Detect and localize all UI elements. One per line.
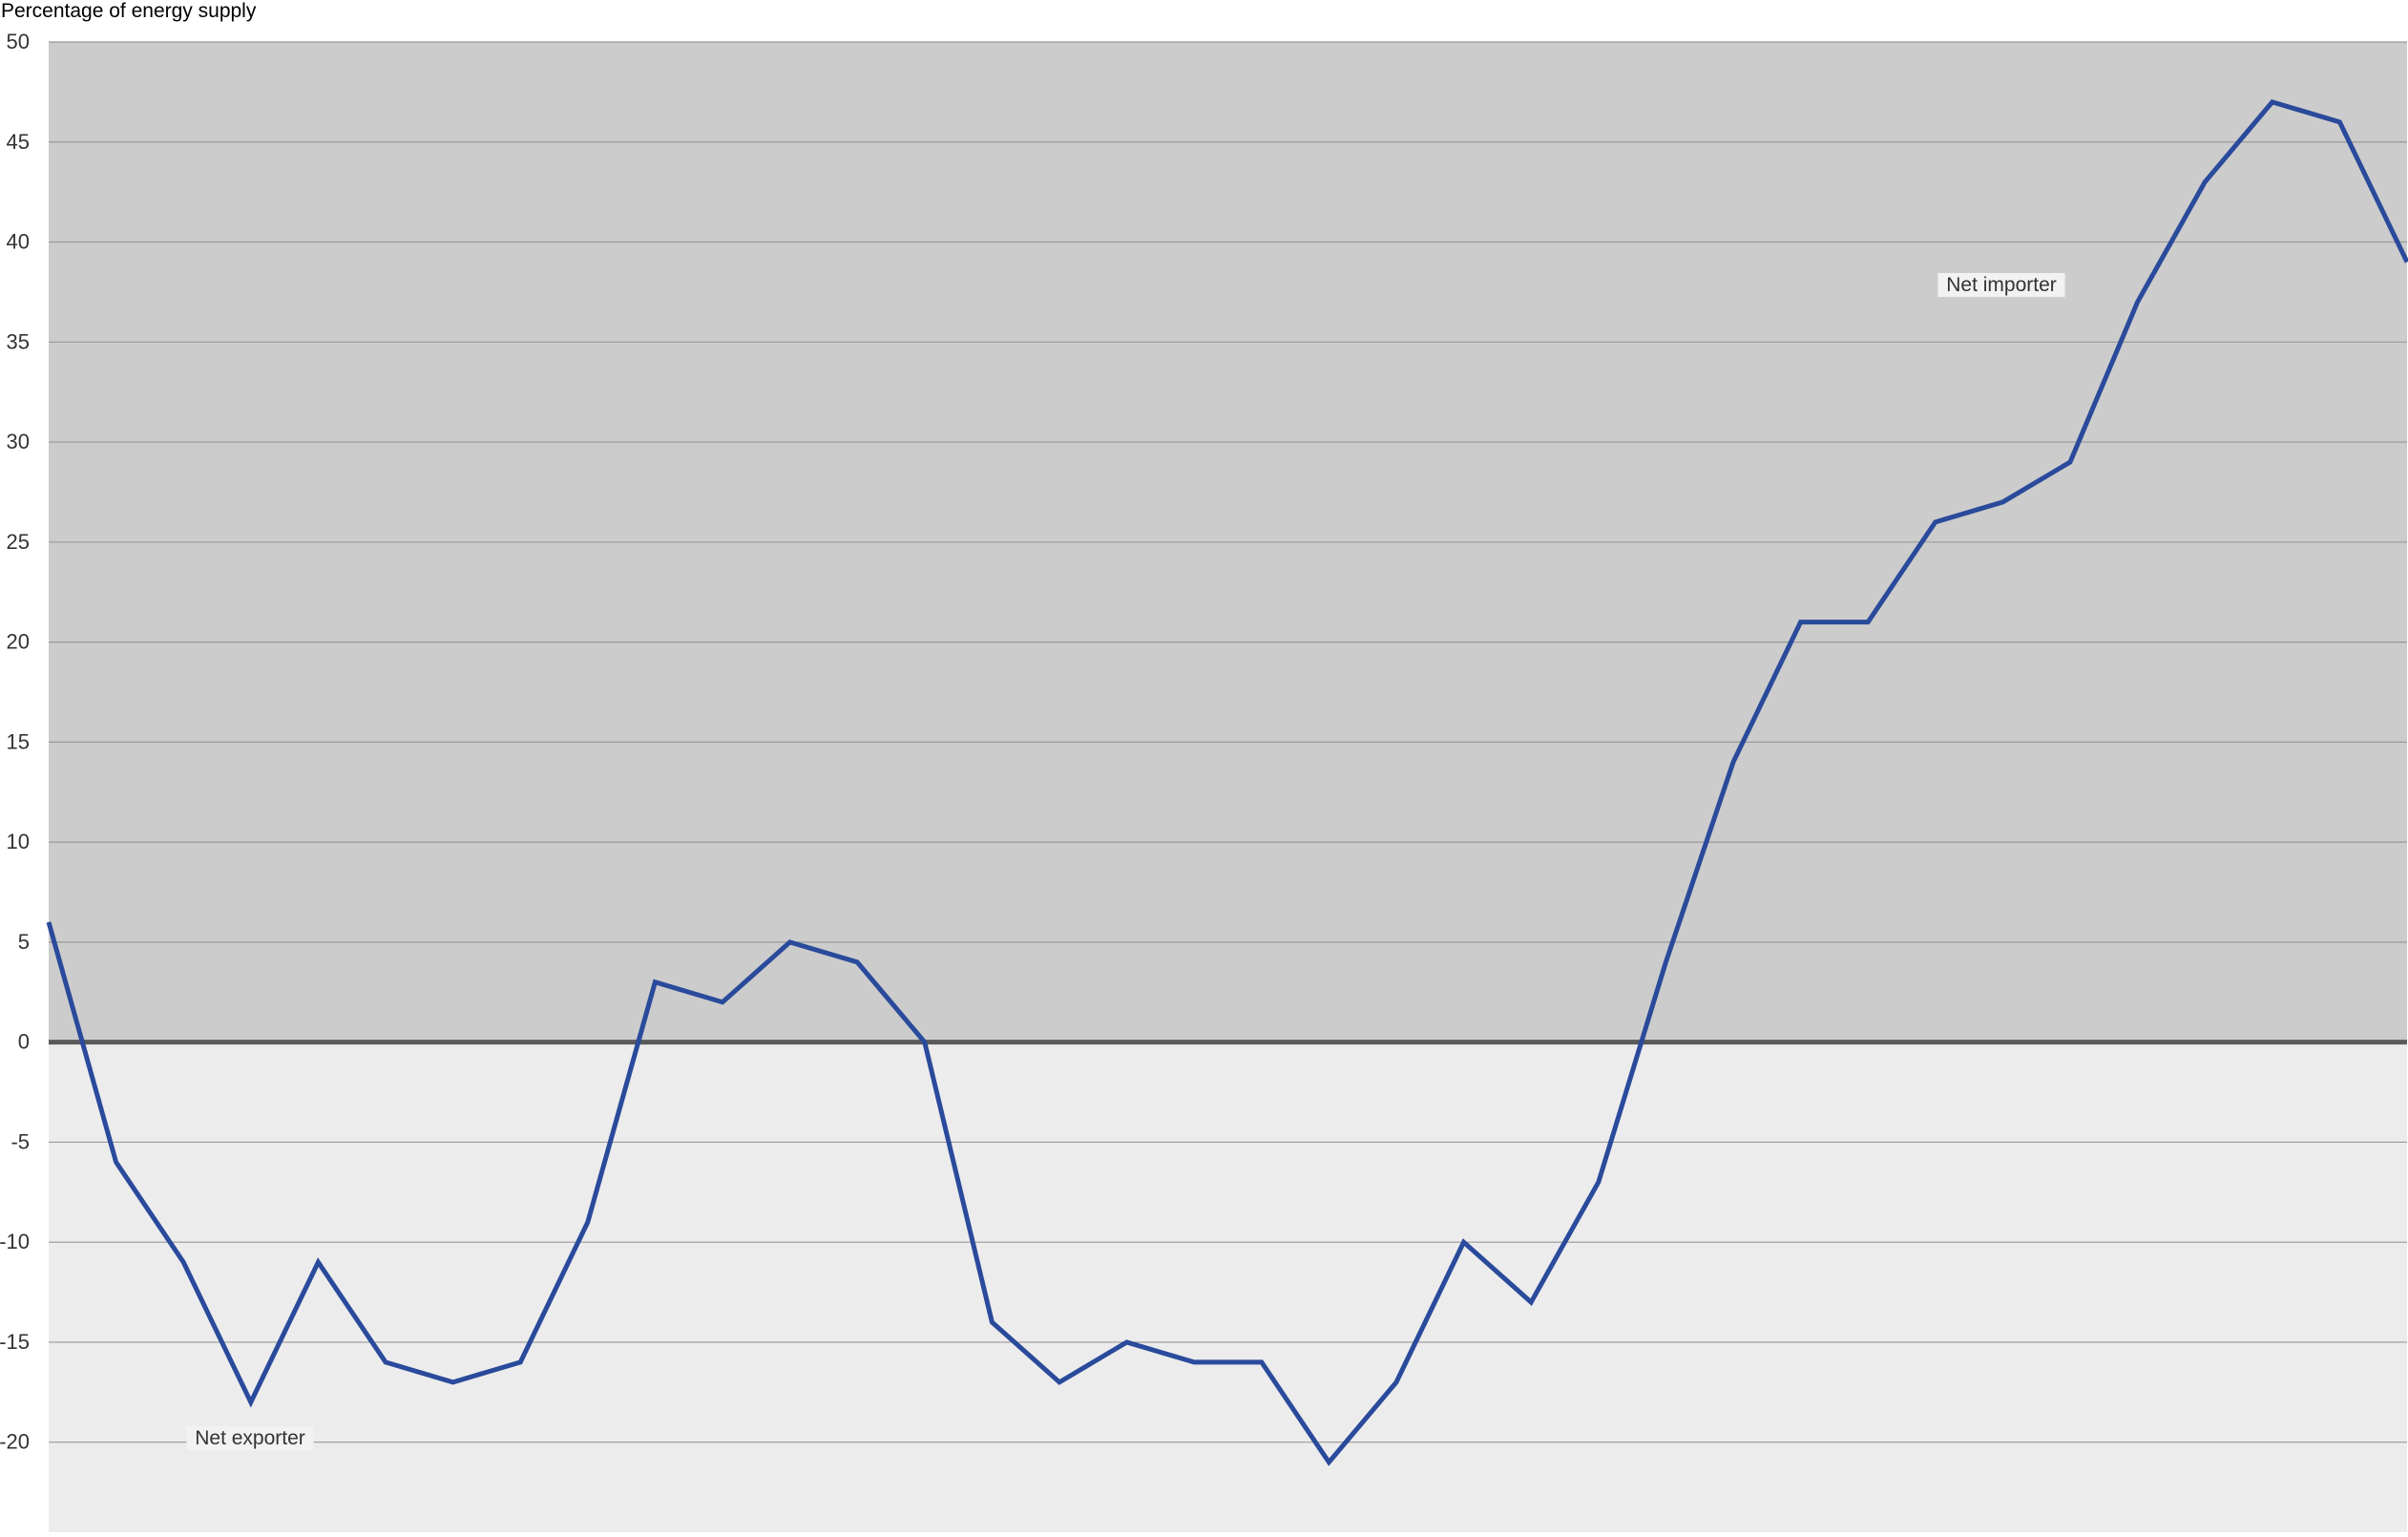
net-exporter-label: Net exporter [186,1426,314,1450]
net-importer-label-background [1937,273,2065,297]
y-tick-label: 50 [7,30,30,53]
net-exporter-label-background [186,1426,314,1450]
y-tick-label: 15 [7,729,30,753]
series-line-0 [46,98,2408,1466]
background-regions [49,42,2407,1532]
y-tick-label: 30 [7,430,30,453]
net-importer-label: Net importer [1937,273,2065,297]
y-tick-label: 40 [7,230,30,254]
net-exporter-region [49,1042,2407,1532]
y-tick-label: 20 [7,630,30,654]
y-tick-label: 5 [18,930,30,954]
y-tick-label: 45 [7,130,30,154]
y-tick-label: 10 [7,830,30,853]
net-importer-label-text: Net importer [1946,274,2057,296]
y-tick-label: 35 [7,329,30,353]
y-tick-label: -10 [0,1230,30,1253]
y-tick-label: -15 [0,1330,30,1354]
series-layer [46,98,2408,1466]
net-exporter-label-text: Net exporter [195,1427,305,1449]
gridlines [49,41,2407,1443]
y-axis-label: Percentage of energy supply [1,0,257,22]
y-tick-label: -20 [0,1430,30,1454]
region-annotations: Net importer Net exporter [186,273,2065,1450]
y-tick-label: 0 [18,1030,30,1054]
y-tick-label: -5 [10,1129,30,1153]
y-tick-label: 25 [7,530,30,554]
